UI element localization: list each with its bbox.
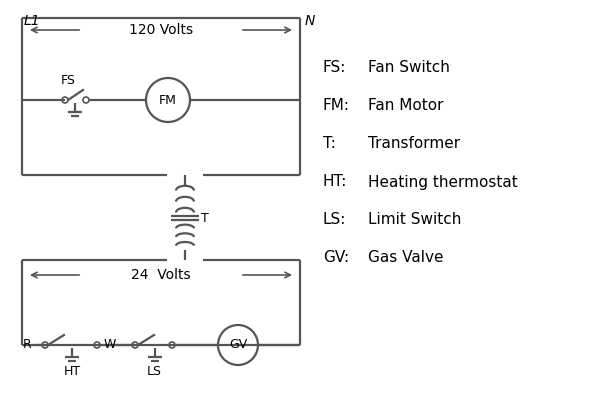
Text: 24  Volts: 24 Volts <box>131 268 191 282</box>
Text: Fan Motor: Fan Motor <box>368 98 444 114</box>
Text: LS:: LS: <box>323 212 346 228</box>
Text: W: W <box>104 338 116 352</box>
Text: HT:: HT: <box>323 174 348 190</box>
Text: Transformer: Transformer <box>368 136 460 152</box>
Text: LS: LS <box>147 365 162 378</box>
Text: GV:: GV: <box>323 250 349 266</box>
Text: 120 Volts: 120 Volts <box>129 23 193 37</box>
Text: HT: HT <box>64 365 81 378</box>
Text: FS: FS <box>61 74 76 87</box>
Text: Fan Switch: Fan Switch <box>368 60 450 76</box>
Text: Limit Switch: Limit Switch <box>368 212 461 228</box>
Text: FM:: FM: <box>323 98 350 114</box>
Text: T: T <box>201 212 209 224</box>
Text: L1: L1 <box>24 14 41 28</box>
Text: FS:: FS: <box>323 60 346 76</box>
Text: GV: GV <box>229 338 247 352</box>
Text: R: R <box>22 338 31 352</box>
Text: N: N <box>305 14 316 28</box>
Text: Gas Valve: Gas Valve <box>368 250 444 266</box>
Text: Heating thermostat: Heating thermostat <box>368 174 518 190</box>
Text: FM: FM <box>159 94 177 106</box>
Text: T:: T: <box>323 136 336 152</box>
